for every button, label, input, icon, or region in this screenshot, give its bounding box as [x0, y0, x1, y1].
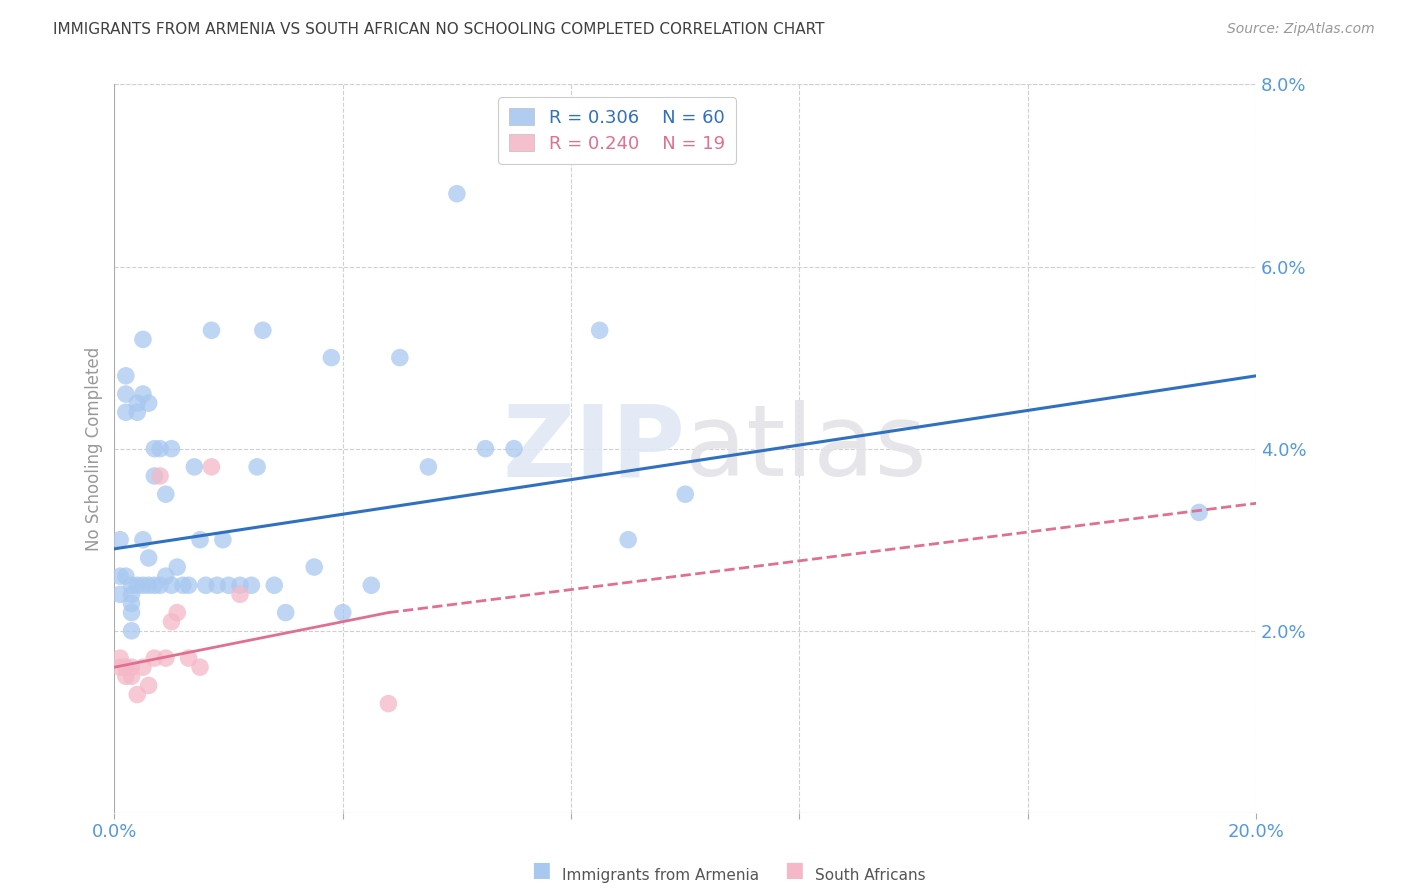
- Text: atlas: atlas: [685, 401, 927, 497]
- Point: [160, 578, 183, 592]
- Point: [149, 578, 172, 592]
- Point: [183, 459, 205, 474]
- Point: [166, 560, 188, 574]
- Point: [114, 569, 136, 583]
- Point: [114, 405, 136, 419]
- Point: [246, 459, 269, 474]
- Point: [302, 560, 325, 574]
- Point: [274, 606, 297, 620]
- Point: [588, 323, 610, 337]
- Point: [360, 578, 382, 592]
- Point: [229, 587, 252, 601]
- Point: [132, 387, 155, 401]
- Point: [108, 533, 131, 547]
- Point: [200, 323, 222, 337]
- Point: [188, 533, 211, 547]
- Y-axis label: No Schooling Completed: No Schooling Completed: [86, 347, 103, 550]
- Point: [321, 351, 343, 365]
- Point: [474, 442, 496, 456]
- Point: [121, 597, 143, 611]
- Point: [160, 442, 183, 456]
- Point: [673, 487, 696, 501]
- Point: [332, 606, 354, 620]
- Point: [138, 550, 160, 565]
- Point: [121, 578, 143, 592]
- Text: ■: ■: [785, 860, 804, 880]
- Point: [138, 678, 160, 692]
- Point: [121, 660, 143, 674]
- Point: [177, 578, 200, 592]
- Point: [114, 368, 136, 383]
- Point: [121, 606, 143, 620]
- Point: [240, 578, 263, 592]
- Point: [188, 660, 211, 674]
- Point: [194, 578, 217, 592]
- Point: [114, 387, 136, 401]
- Point: [132, 578, 155, 592]
- Point: [138, 578, 160, 592]
- Point: [1188, 505, 1211, 519]
- Point: [418, 459, 440, 474]
- Point: [377, 697, 399, 711]
- Point: [121, 624, 143, 638]
- Point: [132, 332, 155, 346]
- Point: [108, 587, 131, 601]
- Point: [149, 442, 172, 456]
- Text: ■: ■: [531, 860, 551, 880]
- Point: [108, 651, 131, 665]
- Point: [127, 405, 149, 419]
- Point: [143, 578, 166, 592]
- Point: [229, 578, 252, 592]
- Point: [121, 669, 143, 683]
- Text: ZIP: ZIP: [502, 401, 685, 497]
- Point: [114, 660, 136, 674]
- Point: [132, 533, 155, 547]
- Point: [212, 533, 235, 547]
- Text: South Africans: South Africans: [815, 869, 927, 883]
- Point: [121, 587, 143, 601]
- Point: [127, 396, 149, 410]
- Text: Immigrants from Armenia: Immigrants from Armenia: [562, 869, 759, 883]
- Point: [503, 442, 526, 456]
- Point: [114, 669, 136, 683]
- Point: [205, 578, 228, 592]
- Point: [127, 578, 149, 592]
- Point: [263, 578, 285, 592]
- Point: [149, 469, 172, 483]
- Point: [143, 469, 166, 483]
- Point: [218, 578, 240, 592]
- Legend: R = 0.306    N = 60, R = 0.240    N = 19: R = 0.306 N = 60, R = 0.240 N = 19: [498, 97, 735, 163]
- Point: [127, 688, 149, 702]
- Point: [617, 533, 640, 547]
- Point: [446, 186, 468, 201]
- Point: [252, 323, 274, 337]
- Point: [143, 651, 166, 665]
- Point: [388, 351, 411, 365]
- Text: Source: ZipAtlas.com: Source: ZipAtlas.com: [1227, 22, 1375, 37]
- Point: [160, 615, 183, 629]
- Point: [155, 487, 177, 501]
- Point: [200, 459, 222, 474]
- Point: [138, 396, 160, 410]
- Point: [177, 651, 200, 665]
- Point: [155, 569, 177, 583]
- Point: [108, 569, 131, 583]
- Point: [132, 660, 155, 674]
- Point: [155, 651, 177, 665]
- Point: [166, 606, 188, 620]
- Point: [143, 442, 166, 456]
- Point: [108, 660, 131, 674]
- Text: IMMIGRANTS FROM ARMENIA VS SOUTH AFRICAN NO SCHOOLING COMPLETED CORRELATION CHAR: IMMIGRANTS FROM ARMENIA VS SOUTH AFRICAN…: [53, 22, 825, 37]
- Point: [172, 578, 194, 592]
